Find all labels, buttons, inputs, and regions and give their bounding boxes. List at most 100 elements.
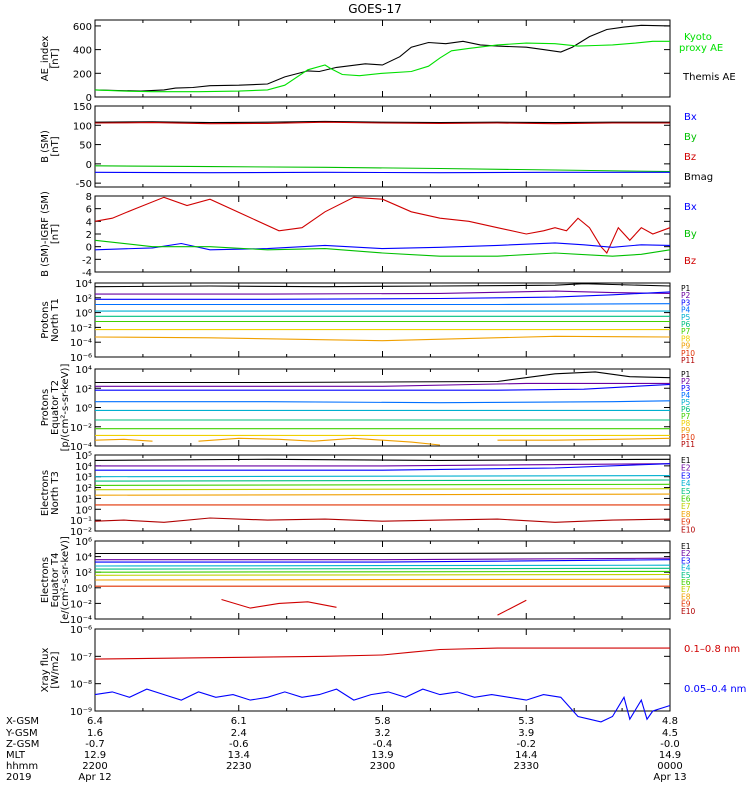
footer-value: 4.5	[662, 728, 678, 739]
series-line-e6	[94, 483, 671, 486]
y-tick-label: 10¹	[75, 494, 92, 505]
panel-frame	[94, 19, 671, 98]
panel-dbsm: -4 -20 2 46 8 B (SM)-IGRF (SM) [nT] Bx By Bz	[40, 191, 697, 279]
legend-label: E8	[681, 592, 691, 601]
footer-row-label: Z-GSM	[6, 739, 39, 750]
series-line-e6	[94, 570, 671, 573]
y-tick-label: 6	[86, 205, 92, 216]
y-axis-label: [p/(cm²-s-sr-keV)]	[60, 364, 71, 452]
series-line-p3	[95, 383, 671, 391]
y-tick-label: 10²	[75, 384, 92, 395]
y-tick-label: -2	[82, 255, 92, 266]
footer-value: 2200	[82, 761, 107, 772]
series-line-e4	[94, 475, 671, 478]
legend-label: 0.1–0.8 nm	[684, 644, 740, 655]
legend-label: E6	[681, 578, 691, 587]
y-tick-label: 50	[79, 141, 92, 152]
footer-value: 5.8	[375, 716, 391, 727]
legend-label: P6	[681, 320, 691, 329]
y-tick-label: 10²	[75, 484, 92, 495]
legend-label: E5	[681, 487, 691, 496]
legend-label: P9	[681, 342, 691, 351]
y-tick-label: 10⁻⁴	[70, 615, 92, 626]
series-line-p2	[95, 290, 671, 295]
series-line-p1	[94, 283, 671, 288]
footer-value: -0.2	[516, 739, 536, 750]
series-line-e2	[95, 557, 671, 561]
series-line-bz	[94, 196, 671, 254]
y-tick-label: 600	[73, 22, 92, 33]
y-tick-label: -50	[76, 179, 92, 190]
panel-frame	[94, 368, 671, 447]
series-line-e4	[94, 564, 671, 567]
series-line-e5	[94, 567, 671, 570]
series-line-p4	[95, 400, 671, 404]
footer-value: 2.4	[231, 728, 247, 739]
series-line-e10	[94, 517, 671, 523]
series-line-p1	[95, 371, 671, 384]
y-axis-label: North T1	[50, 298, 61, 342]
footer-value: 4.8	[662, 716, 678, 727]
legend-label: P2	[681, 291, 691, 300]
legend-label: E9	[681, 518, 691, 527]
y-tick-label: 10⁻¹	[70, 516, 92, 527]
legend-label: Bz	[684, 152, 696, 163]
y-tick-label: 10⁻⁴	[70, 442, 92, 453]
footer-row-label: X-GSM	[6, 716, 39, 727]
footer-value: Apr 12	[78, 772, 111, 783]
y-axis-label: Protons	[40, 301, 51, 338]
y-tick-label: 10⁻⁷	[70, 652, 92, 663]
y-tick-label: 10⁰	[75, 584, 92, 595]
y-tick-label: 10⁴	[75, 462, 92, 473]
series-line-bmag	[94, 120, 670, 124]
y-axis-label: B (SM)-IGRF (SM)	[40, 191, 51, 277]
legend-label: Bx	[684, 202, 697, 213]
footer-value: 13.9	[371, 750, 393, 761]
series-line-e8	[94, 493, 671, 496]
footer-value: Apr 13	[653, 772, 686, 783]
y-tick-label: 200	[73, 69, 92, 80]
series-line-p11	[497, 437, 671, 441]
panel-frame	[94, 628, 671, 712]
legend-label: E10	[681, 607, 696, 616]
y-tick-label: 10⁰	[75, 309, 92, 320]
y-tick-label: 10⁴	[75, 365, 92, 376]
footer-value: -0.6	[229, 739, 249, 750]
legend-label: Bmag	[684, 172, 713, 183]
legend-label: P7	[681, 412, 691, 421]
y-tick-label: 0	[86, 93, 92, 104]
y-tick-label: 10⁻²	[70, 599, 92, 610]
legend-label: Kyoto	[684, 32, 712, 43]
footer-value: 2230	[226, 761, 251, 772]
legend-label: E10	[681, 525, 696, 534]
panel-frame	[94, 195, 671, 273]
legend-label: P10	[681, 433, 695, 442]
y-tick-label: 10⁻⁸	[70, 680, 92, 691]
y-tick-label: 10⁻⁶	[70, 625, 92, 636]
legend-label: proxy AE	[679, 43, 723, 54]
series-line-by	[94, 239, 671, 257]
legend-label: P7	[681, 327, 691, 336]
legend-label: P11	[681, 440, 695, 449]
y-axis-label: Protons	[40, 389, 51, 426]
y-tick-label: 100	[73, 121, 92, 132]
y-axis-label: Electrons	[40, 557, 51, 603]
y-axis-label: Equator T2	[50, 380, 61, 435]
y-axis-label: [e/(cm²-s-sr-keV)]	[60, 536, 71, 624]
legend-label: E2	[681, 549, 691, 558]
legend-label: E3	[681, 556, 691, 565]
series-line-e3	[95, 463, 671, 471]
y-axis-label: Xray flux	[40, 648, 51, 693]
series-line-e1	[94, 458, 671, 461]
legend-label: P11	[681, 356, 695, 365]
legend-label: P4	[681, 391, 691, 400]
legend-label: Bx	[684, 112, 697, 123]
series-line-e1	[95, 552, 671, 555]
legend-label: E1	[681, 456, 691, 465]
y-axis-label: [nT]	[50, 48, 61, 68]
panel-frame	[94, 105, 671, 188]
y-tick-label: 8	[86, 192, 92, 203]
y-tick-label: 10²	[75, 294, 92, 305]
